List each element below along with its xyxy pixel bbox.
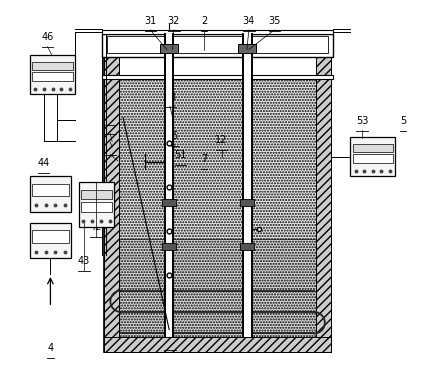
Text: 35: 35 [268, 16, 280, 26]
Bar [108, 36, 328, 53]
Text: 53: 53 [356, 116, 368, 126]
Bar [30, 223, 71, 258]
Bar [119, 239, 316, 338]
Bar [104, 55, 119, 352]
Text: 32: 32 [167, 16, 180, 26]
Bar [162, 243, 176, 250]
Text: 6: 6 [171, 131, 178, 141]
Text: 5: 5 [400, 116, 406, 126]
Bar [119, 79, 316, 239]
Bar [81, 189, 113, 200]
Text: 52: 52 [245, 337, 257, 347]
Bar [102, 30, 333, 34]
Bar [104, 55, 331, 352]
Bar [30, 55, 75, 94]
Bar [102, 75, 333, 79]
Bar [102, 34, 333, 57]
Bar [240, 200, 254, 206]
Text: 45: 45 [164, 335, 176, 345]
Bar [240, 243, 254, 250]
Text: 55: 55 [104, 110, 117, 120]
Text: 4: 4 [47, 343, 54, 353]
Text: 7: 7 [201, 154, 207, 163]
Bar [350, 138, 395, 176]
Bar [353, 154, 393, 163]
Text: 44: 44 [38, 158, 50, 168]
Bar [32, 72, 73, 81]
Text: 1: 1 [191, 337, 197, 347]
Bar [104, 338, 331, 352]
Text: 12: 12 [215, 135, 228, 145]
Bar [165, 34, 174, 338]
Text: 41: 41 [269, 337, 282, 347]
Bar [32, 230, 69, 243]
Bar [30, 176, 71, 212]
Text: 33: 33 [164, 92, 176, 102]
Bar [79, 182, 114, 227]
Text: 43: 43 [78, 256, 90, 265]
Bar [353, 143, 393, 152]
Bar [160, 44, 178, 53]
Bar [32, 62, 73, 70]
Text: 51: 51 [174, 150, 187, 160]
Text: 31: 31 [144, 16, 156, 26]
Bar [238, 44, 256, 53]
Text: 56: 56 [104, 140, 117, 150]
Text: 34: 34 [243, 16, 255, 26]
Bar [32, 183, 69, 196]
Text: 46: 46 [42, 32, 54, 42]
Text: 2: 2 [201, 16, 207, 26]
Bar [162, 200, 176, 206]
Text: 42: 42 [89, 222, 102, 232]
Text: 54: 54 [104, 119, 117, 129]
Bar [316, 55, 331, 352]
Bar [243, 34, 252, 338]
Text: 11: 11 [211, 337, 224, 347]
Bar [81, 201, 113, 212]
